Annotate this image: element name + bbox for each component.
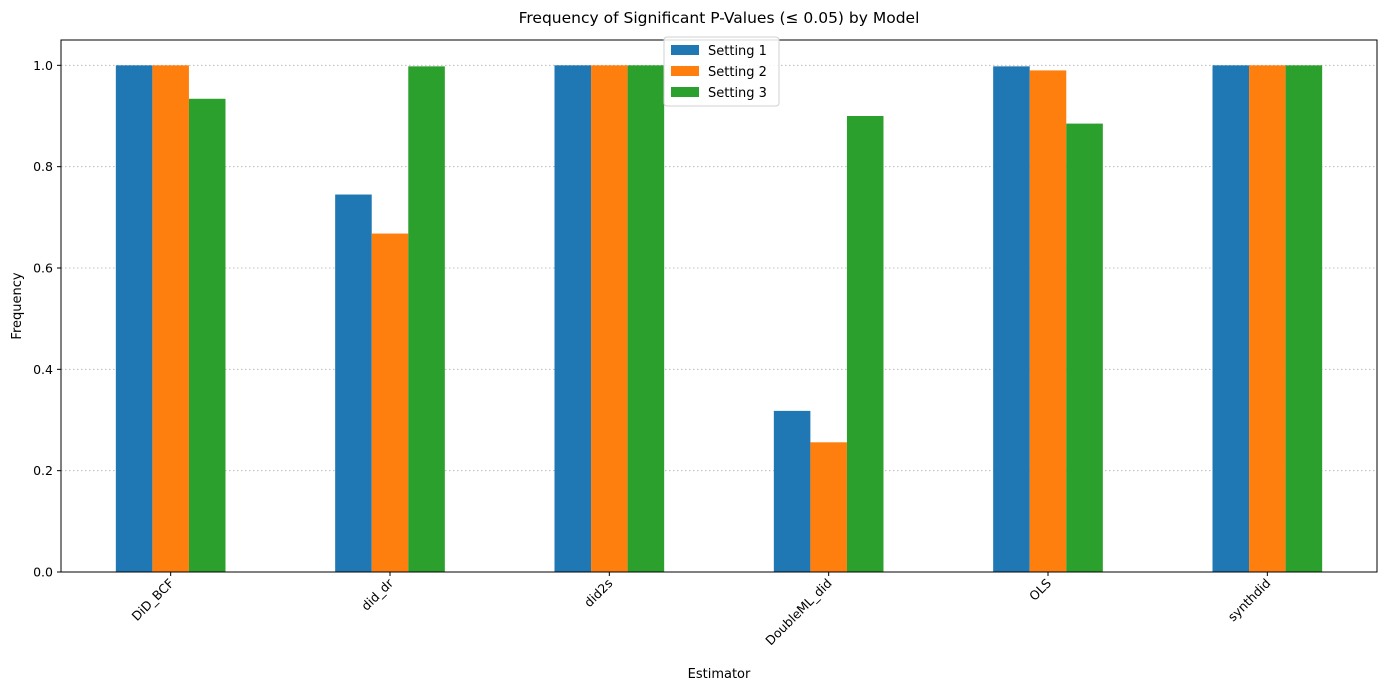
x-tick-label: did_dr bbox=[358, 575, 397, 614]
x-tick-label: synthdid bbox=[1225, 576, 1274, 625]
bar-setting-1 bbox=[773, 410, 811, 572]
bars bbox=[115, 65, 1323, 573]
x-axis-ticks: DiD_BCF did_dr did2s DoubleML_did OLS synthdi… bbox=[129, 572, 1274, 649]
y-axis-label: Frequency bbox=[10, 272, 25, 339]
legend-swatch bbox=[671, 87, 699, 97]
bar-setting-2 bbox=[810, 442, 847, 572]
gridlines bbox=[61, 64, 1377, 573]
legend-swatch bbox=[671, 45, 699, 55]
y-tick-label: 0.6 bbox=[33, 261, 53, 276]
legend-label: Setting 3 bbox=[708, 86, 767, 101]
bar-setting-3 bbox=[627, 65, 665, 572]
chart-title: Frequency of Significant P-Values (≤ 0.0… bbox=[519, 9, 920, 27]
bar-setting-2 bbox=[1029, 70, 1067, 573]
y-axis-ticks: 0.0 0.2 0.4 0.6 0.8 1.0 bbox=[33, 58, 61, 580]
y-tick-label: 0.8 bbox=[33, 159, 53, 174]
legend-label: Setting 1 bbox=[708, 44, 767, 59]
y-tick-label: 0.2 bbox=[33, 463, 53, 478]
bar-setting-1 bbox=[115, 65, 153, 572]
y-tick-label: 0.4 bbox=[33, 362, 53, 377]
y-tick-label: 0.0 bbox=[33, 565, 53, 580]
axes-frame bbox=[60, 39, 1378, 573]
bar-setting-3 bbox=[1066, 123, 1103, 572]
x-tick-label: DoubleML_did bbox=[762, 576, 835, 649]
bar-setting-1 bbox=[554, 65, 592, 572]
bar-setting-1 bbox=[335, 194, 372, 573]
x-tick-label: OLS bbox=[1026, 575, 1054, 603]
bar-setting-2 bbox=[371, 233, 409, 572]
bar-setting-3 bbox=[1285, 65, 1323, 572]
bar-setting-2 bbox=[152, 65, 189, 572]
bar-setting-3 bbox=[408, 66, 445, 572]
x-axis-label: Estimator bbox=[688, 667, 751, 682]
bar-setting-3 bbox=[846, 116, 884, 572]
bar-setting-1 bbox=[1212, 65, 1250, 572]
bar-setting-1 bbox=[993, 66, 1030, 572]
x-tick-label: did2s bbox=[581, 576, 616, 611]
legend: Setting 1 Setting 2 Setting 3 bbox=[663, 36, 780, 107]
legend-label: Setting 2 bbox=[708, 65, 767, 80]
bar-setting-2 bbox=[591, 65, 628, 572]
bar-setting-3 bbox=[188, 98, 226, 573]
bar-setting-2 bbox=[1249, 65, 1286, 572]
legend-swatch bbox=[671, 66, 699, 76]
legend-items: Setting 1 Setting 2 Setting 3 bbox=[671, 44, 767, 101]
x-tick-label: DiD_BCF bbox=[129, 576, 177, 624]
y-tick-label: 1.0 bbox=[33, 58, 53, 73]
